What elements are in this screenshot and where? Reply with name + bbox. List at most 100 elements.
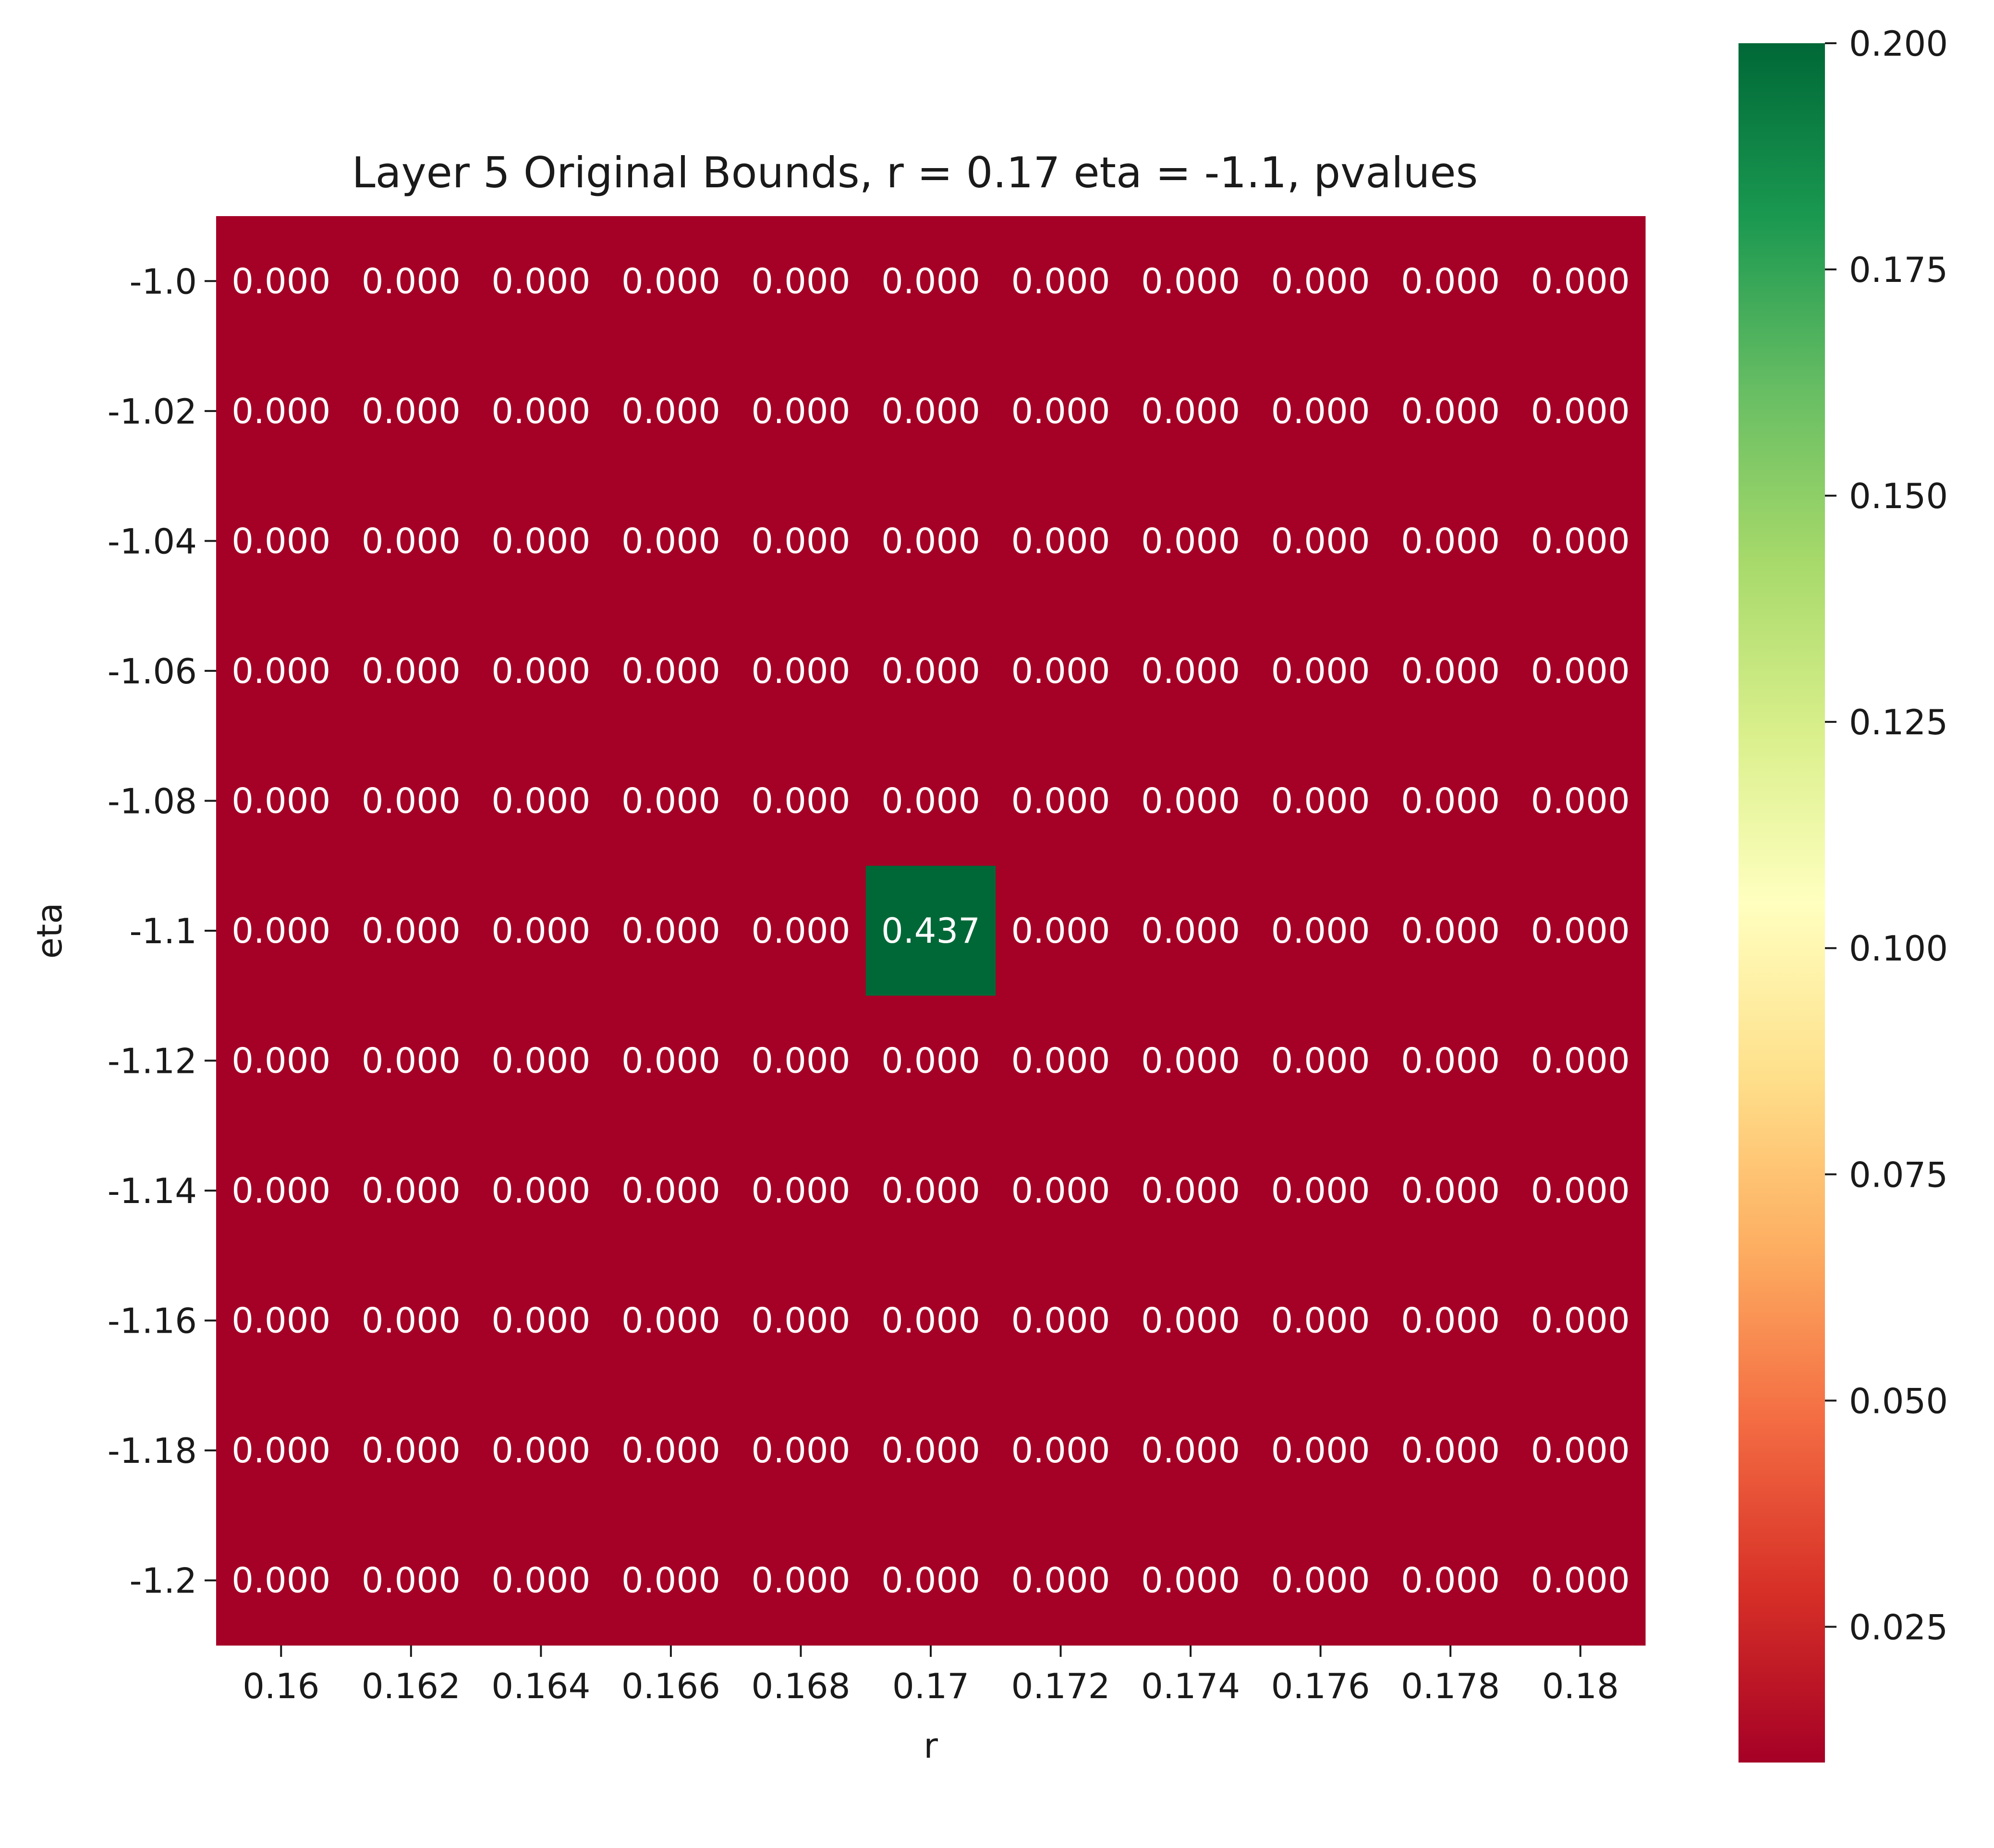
cell-value-label: 0.000 [1011, 651, 1110, 691]
cell-value-label: 0.000 [1141, 391, 1240, 431]
heatmap-cell [1385, 1385, 1516, 1516]
cell-value-label: 0.000 [1531, 780, 1630, 821]
cell-value-label: 0.000 [1271, 911, 1370, 951]
heatmap-cell [606, 216, 736, 347]
cell-value-label: 0.000 [491, 1560, 590, 1601]
cell-value-label: 0.000 [362, 1430, 461, 1471]
x-tick-label: 0.168 [751, 1666, 850, 1706]
heatmap-cell [476, 1385, 607, 1516]
cell-value-label: 0.000 [1271, 1430, 1370, 1471]
cell-value-label: 0.000 [1531, 391, 1630, 431]
heatmap-cell [346, 476, 476, 607]
cell-value-label: 0.000 [1271, 1560, 1370, 1601]
cell-value-label: 0.000 [1401, 651, 1500, 691]
cell-value-label: 0.000 [231, 1301, 330, 1341]
heatmap-cell [476, 1515, 607, 1646]
x-axis: 0.16 0.162 0.164 0.166 0.168 0.17 0.172 0.174 0.… [243, 1645, 1619, 1706]
heatmap-cell [1515, 476, 1646, 607]
cell-value-label: 0.000 [751, 391, 850, 431]
cell-value-label: 0.000 [751, 1430, 850, 1471]
heatmap-cell [1125, 865, 1256, 996]
heatmap-cell [865, 216, 996, 347]
cell-value-label: 0.000 [881, 1301, 980, 1341]
heatmap-cell [346, 346, 476, 476]
cell-value-label: 0.000 [1011, 1170, 1110, 1211]
cell-value-label: 0.000 [621, 1560, 720, 1601]
cell-value-label: 0.000 [1271, 261, 1370, 301]
cell-value-label: 0.000 [1401, 780, 1500, 821]
heatmap-cell [996, 865, 1126, 996]
heatmap-cell [1515, 996, 1646, 1126]
heatmap-cell [1125, 1385, 1256, 1516]
cell-value-label: 0.000 [881, 391, 980, 431]
cell-value-label: 0.000 [1011, 1560, 1110, 1601]
heatmap-cell [865, 1125, 996, 1256]
x-tick-label: 0.174 [1141, 1666, 1240, 1706]
cell-value-label: 0.000 [1401, 1560, 1500, 1601]
heatmap-cell [476, 996, 607, 1126]
cell-value-label: 0.000 [1011, 261, 1110, 301]
cell-value-label: 0.000 [1141, 1170, 1240, 1211]
cell-value-label: 0.000 [231, 261, 330, 301]
cell-value-label: 0.000 [1011, 391, 1110, 431]
heatmap-cell [1385, 736, 1516, 866]
cell-value-label: 0.000 [621, 1170, 720, 1211]
heatmap-cell [1385, 865, 1516, 996]
cell-value-label: 0.000 [881, 261, 980, 301]
y-tick-label: -1.2 [130, 1561, 197, 1601]
heatmap-cell [1125, 1255, 1256, 1386]
cell-value-label: 0.000 [1531, 521, 1630, 561]
heatmap-cell [216, 346, 347, 476]
heatmap-cell [1385, 1255, 1516, 1386]
heatmap-cell [606, 606, 736, 736]
cell-value-label: 0.000 [1531, 1430, 1630, 1471]
cell-value-label: 0.000 [362, 780, 461, 821]
cell-value-label: 0.000 [362, 391, 461, 431]
cell-value-label: 0.000 [621, 1430, 720, 1471]
heatmap-cell [865, 996, 996, 1126]
cell-value-label: 0.000 [1401, 1430, 1500, 1471]
cell-value-label: 0.000 [362, 1170, 461, 1211]
heatmap-cell [606, 865, 736, 996]
cell-value-label: 0.000 [1531, 1170, 1630, 1211]
colorbar-tick-label: 0.125 [1849, 702, 1948, 742]
cell-value-label: 0.000 [751, 780, 850, 821]
heatmap-cell [1255, 1385, 1386, 1516]
cell-value-label: 0.000 [231, 780, 330, 821]
heatmap-cell [996, 1515, 1126, 1646]
heatmap-cell [1125, 996, 1256, 1126]
heatmap-cell [606, 736, 736, 866]
heatmap-cell [346, 865, 476, 996]
x-tick-label: 0.178 [1401, 1666, 1500, 1706]
cell-value-label: 0.000 [362, 651, 461, 691]
heatmap-cell [1125, 346, 1256, 476]
heatmap-cell [476, 216, 607, 347]
cell-value-label: 0.000 [491, 911, 590, 951]
heatmap-cell [606, 1515, 736, 1646]
heatmap-cell [1385, 216, 1516, 347]
cell-value-label: 0.000 [1141, 1560, 1240, 1601]
heatmap-cell [865, 1255, 996, 1386]
y-tick-label: -1.14 [108, 1171, 197, 1211]
cell-value-label: 0.000 [751, 1301, 850, 1341]
heatmap-cell [216, 216, 347, 347]
cell-value-label: 0.000 [881, 1560, 980, 1601]
heatmap-cell-labels: 0.000 0.000 0.000 0.000 0.000 0.000 0.000 0.000… [231, 261, 1630, 1600]
heatmap-cell [1515, 216, 1646, 347]
heatmap-cell [476, 736, 607, 866]
cell-value-label: 0.000 [1271, 391, 1370, 431]
heatmap-cell [1125, 1515, 1256, 1646]
cell-value-label: 0.000 [1401, 1041, 1500, 1081]
cell-value-label: 0.000 [751, 1560, 850, 1601]
cell-value-label: 0.000 [231, 911, 330, 951]
heatmap-cell [865, 476, 996, 607]
cell-value-label: 0.000 [751, 1041, 850, 1081]
heatmap-cell [996, 996, 1126, 1126]
heatmap-cell [346, 1255, 476, 1386]
heatmap-cell [865, 865, 996, 996]
cell-value-label: 0.000 [1141, 780, 1240, 821]
y-tick-label: -1.18 [108, 1431, 197, 1471]
colorbar-tick-label: 0.150 [1849, 476, 1948, 516]
heatmap-cell [606, 1385, 736, 1516]
